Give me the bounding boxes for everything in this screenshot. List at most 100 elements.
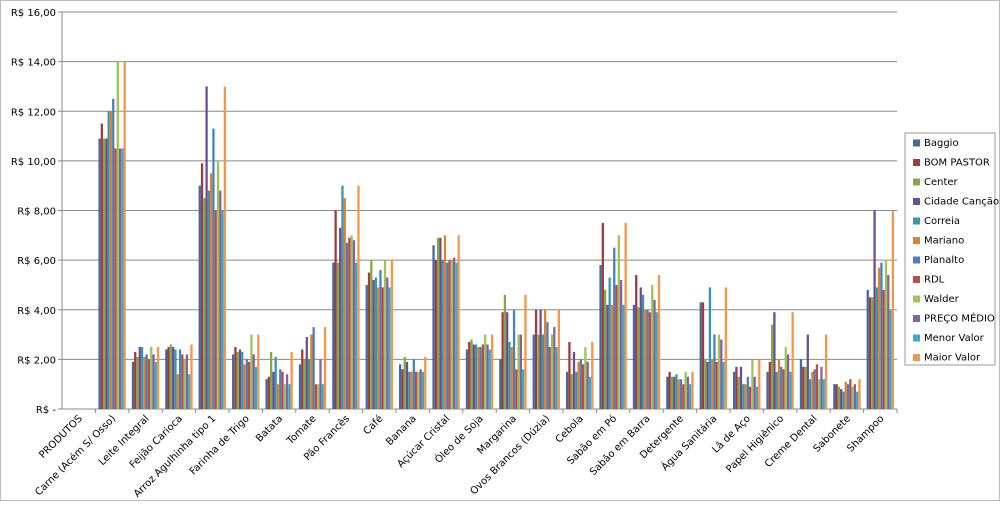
bar	[608, 277, 611, 409]
bar	[673, 376, 676, 409]
bar	[639, 287, 642, 409]
bar	[584, 346, 587, 409]
bar	[503, 294, 507, 409]
bar	[490, 334, 494, 409]
bar	[539, 309, 542, 409]
bar	[515, 369, 518, 409]
bar	[488, 349, 491, 409]
bar	[272, 371, 275, 409]
bar	[254, 366, 258, 409]
bar	[882, 289, 885, 409]
bar	[784, 346, 787, 409]
bar	[370, 260, 373, 409]
bar	[145, 354, 148, 409]
bar	[474, 344, 478, 409]
legend-label: Menor Valor	[924, 333, 985, 344]
bar	[646, 309, 649, 409]
bar	[786, 354, 790, 409]
bar	[436, 237, 440, 409]
bar	[350, 235, 353, 409]
bar	[777, 359, 781, 409]
bar	[766, 371, 769, 409]
bar	[856, 391, 859, 409]
bar	[849, 379, 852, 409]
bar	[577, 361, 580, 409]
bar	[815, 364, 819, 409]
bar	[181, 354, 184, 409]
bar	[837, 386, 841, 409]
bar	[806, 334, 809, 409]
bar	[288, 384, 291, 409]
bar	[303, 359, 306, 409]
bar	[811, 371, 814, 409]
bar	[323, 327, 327, 409]
bar	[468, 342, 471, 409]
bar	[588, 376, 592, 409]
bar	[532, 334, 535, 409]
bar	[570, 374, 573, 409]
bar	[116, 61, 119, 409]
bar	[541, 334, 545, 409]
bar	[188, 374, 191, 409]
bar	[824, 334, 828, 409]
bar	[207, 190, 211, 409]
bar	[150, 346, 153, 409]
bar	[377, 287, 380, 409]
bar	[689, 384, 692, 409]
bar	[566, 371, 569, 409]
bar	[403, 356, 406, 409]
bar	[591, 342, 594, 409]
bar	[131, 361, 135, 409]
bar	[486, 344, 489, 409]
y-tick-label: R$ 6,00	[17, 256, 56, 267]
bar	[424, 356, 427, 409]
bar	[465, 349, 469, 409]
bar	[455, 262, 458, 409]
bar	[307, 359, 311, 409]
bar	[238, 349, 242, 409]
bar	[624, 222, 627, 409]
legend-label: Correia	[924, 216, 960, 227]
bar	[706, 361, 709, 409]
bar	[651, 284, 654, 409]
y-tick-label: R$ 8,00	[17, 207, 56, 218]
bar	[641, 294, 645, 409]
bar	[501, 312, 504, 409]
bar	[775, 371, 778, 409]
bar	[668, 371, 671, 409]
bar	[789, 371, 792, 409]
bar	[234, 346, 237, 409]
y-tick-label: R$ 12,00	[11, 107, 56, 118]
bar	[755, 386, 759, 409]
bar	[198, 185, 201, 409]
bar	[98, 138, 101, 409]
legend-box	[904, 132, 996, 366]
bar	[835, 384, 838, 409]
bar	[332, 262, 335, 409]
bar	[770, 324, 774, 409]
bar	[715, 361, 718, 409]
bar	[405, 361, 409, 409]
bar	[686, 376, 690, 409]
bar	[152, 354, 155, 409]
bar	[381, 287, 384, 409]
bar	[281, 371, 284, 409]
bar	[820, 366, 823, 409]
bar	[443, 235, 447, 409]
bar	[250, 334, 253, 409]
legend-label: Planalto	[924, 255, 964, 266]
bar	[677, 379, 680, 409]
bar	[112, 98, 115, 409]
y-tick-label: R$ 4,00	[17, 306, 56, 317]
bar	[548, 346, 551, 409]
bar	[107, 111, 110, 409]
bar	[105, 138, 108, 409]
bar	[603, 289, 607, 409]
bar	[339, 227, 342, 409]
bar	[724, 287, 727, 409]
bar	[701, 302, 705, 409]
bar	[713, 334, 716, 409]
legend-swatch	[913, 139, 920, 147]
bar	[319, 359, 322, 409]
